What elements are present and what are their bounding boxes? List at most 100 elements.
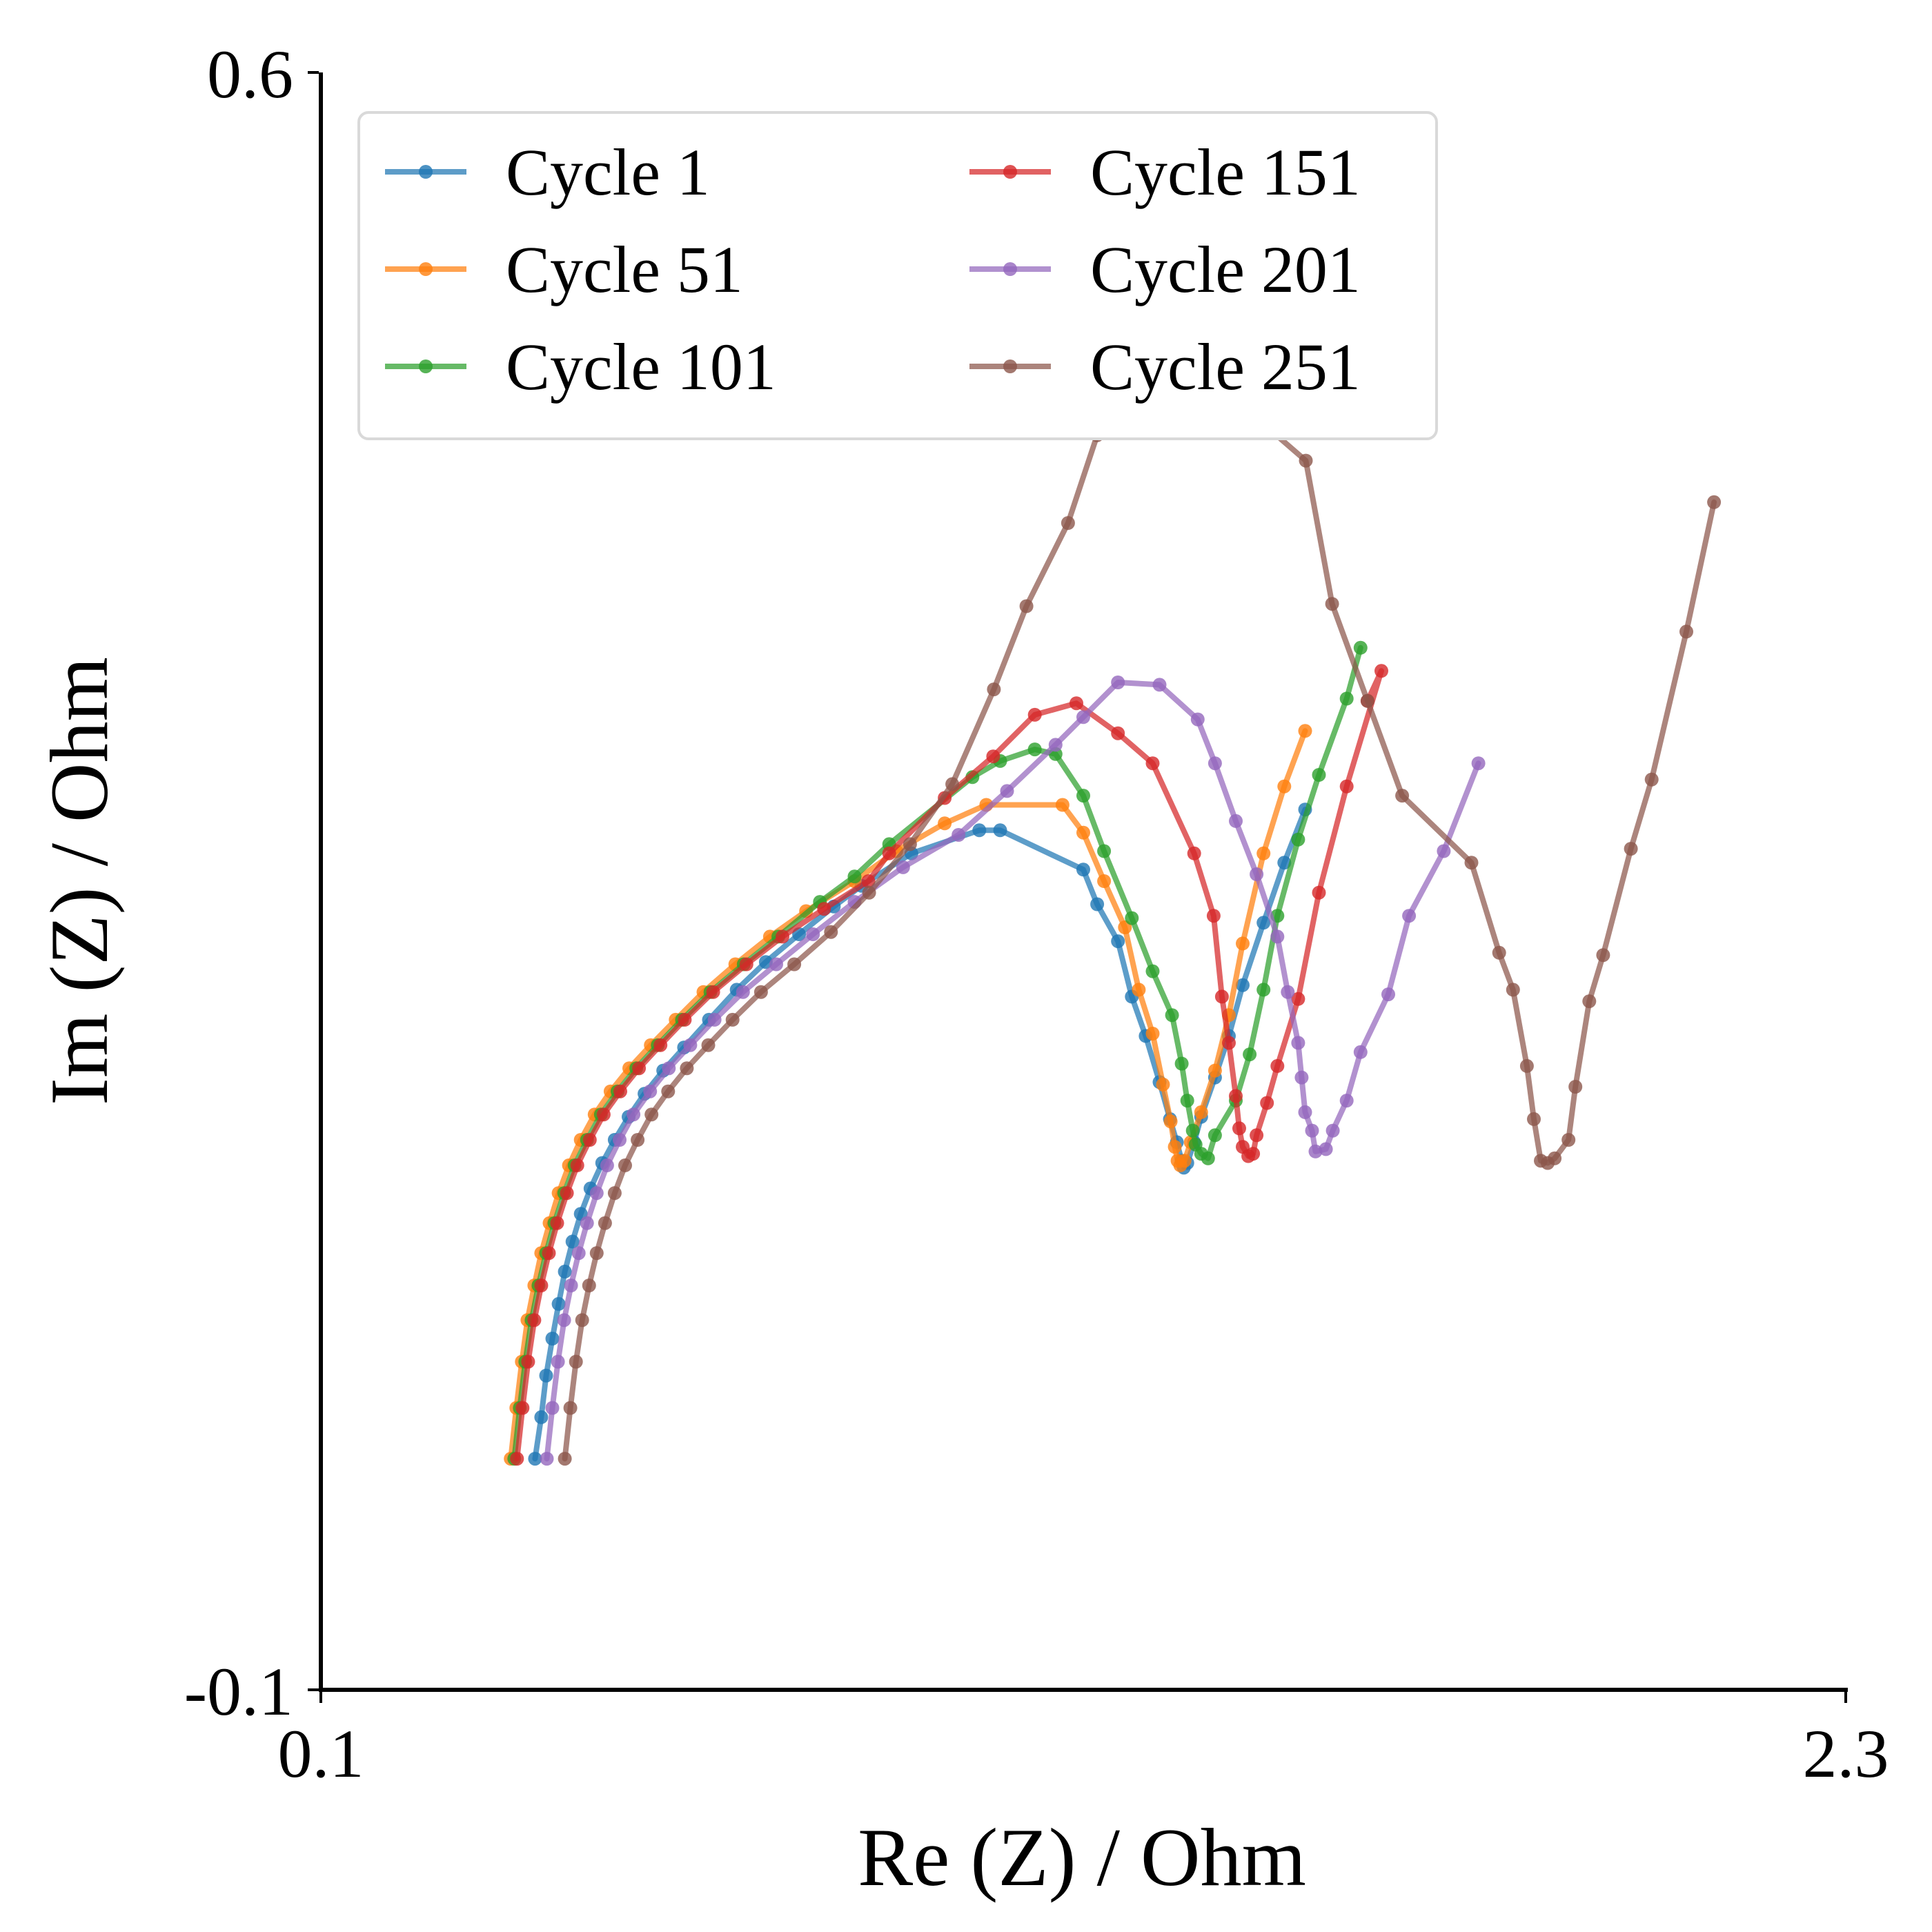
data-point (1125, 911, 1139, 925)
data-point (1582, 994, 1597, 1009)
data-point (1312, 885, 1326, 900)
data-point (1624, 842, 1638, 856)
legend-entry: Cycle 101 (385, 330, 776, 404)
series-5 (540, 676, 1486, 1466)
data-point (550, 1216, 564, 1230)
data-point (1319, 1142, 1333, 1156)
data-point (1076, 825, 1090, 840)
data-point (1027, 707, 1042, 722)
data-point (896, 860, 910, 874)
series-line (562, 395, 1717, 1462)
data-point (1299, 453, 1313, 468)
data-point (527, 1313, 542, 1328)
legend-label: Cycle 101 (506, 330, 776, 404)
data-point (631, 1133, 645, 1147)
data-point (558, 1452, 572, 1466)
series-6 (558, 391, 1722, 1466)
data-point (1527, 1112, 1541, 1126)
data-point (1187, 846, 1201, 860)
data-point (1291, 1036, 1305, 1050)
data-point (787, 957, 802, 972)
data-point (1156, 1077, 1170, 1092)
data-point (600, 1158, 614, 1172)
data-point (1222, 1036, 1236, 1050)
legend-box (357, 111, 1438, 440)
data-point (662, 1061, 676, 1076)
data-point (680, 1061, 694, 1076)
data-point (551, 1297, 566, 1311)
data-point (1236, 936, 1250, 951)
data-point (753, 985, 768, 999)
data-point (1145, 1027, 1160, 1041)
data-point (528, 1452, 542, 1466)
data-point (1111, 676, 1125, 689)
data-point (1395, 789, 1410, 803)
data-point (510, 1452, 524, 1466)
data-point (1294, 1070, 1309, 1085)
data-point (1291, 992, 1305, 1006)
data-point (618, 1158, 632, 1172)
data-point (1353, 640, 1368, 655)
data-point (1145, 964, 1160, 978)
data-point (1298, 724, 1312, 738)
data-point (1464, 856, 1479, 870)
data-point (882, 846, 896, 860)
data-point (776, 929, 789, 944)
data-point (972, 823, 987, 838)
data-point (862, 885, 876, 900)
data-point (1402, 909, 1417, 923)
data-point (545, 1401, 560, 1415)
data-point (1291, 832, 1305, 847)
data-point (539, 1368, 553, 1383)
data-point (1201, 1151, 1215, 1165)
data-point (678, 1012, 692, 1027)
data-point (1097, 874, 1112, 888)
data-point (1243, 1047, 1257, 1062)
data-point (1174, 1056, 1189, 1071)
data-point (1471, 756, 1486, 771)
data-point (557, 1313, 571, 1328)
data-point (1506, 983, 1520, 997)
data-point (643, 1084, 658, 1098)
tick-layer: 0.1 2.3 -0.1 0.6 (184, 36, 1889, 1792)
data-point (1519, 1058, 1534, 1073)
data-point (1437, 844, 1451, 858)
data-point (1250, 867, 1264, 881)
legend-swatch-marker (1003, 165, 1017, 179)
x-tick-label: 2.3 (1803, 1715, 1889, 1792)
legend-label: Cycle 1 (506, 135, 710, 209)
legend-label: Cycle 201 (1090, 233, 1361, 306)
data-point (565, 1234, 580, 1249)
data-point (1339, 691, 1354, 706)
data-point (1145, 756, 1160, 771)
x-tick-label: 0.1 (278, 1715, 364, 1792)
data-point (1250, 1128, 1264, 1143)
data-point (540, 1452, 554, 1466)
data-point (1132, 983, 1146, 997)
data-point (582, 1279, 596, 1292)
data-point (569, 1354, 583, 1369)
data-point (1229, 814, 1243, 828)
data-point (1561, 1133, 1576, 1147)
data-point (607, 1186, 622, 1201)
data-point (1229, 1089, 1243, 1103)
data-point (1111, 934, 1125, 949)
data-point (545, 1332, 560, 1346)
data-point (575, 1313, 589, 1328)
data-point (1048, 738, 1063, 752)
data-point (725, 1012, 740, 1027)
x-axis-title: Re (Z) / Ohm (858, 1811, 1306, 1903)
data-point (987, 682, 1001, 697)
data-point (1097, 844, 1112, 858)
legend-label: Cycle 51 (506, 233, 743, 306)
data-point (1298, 1105, 1312, 1119)
legend-entry: Cycle 151 (969, 135, 1361, 209)
data-point (661, 1084, 676, 1098)
data-point (1256, 983, 1271, 997)
data-point (1305, 1123, 1319, 1138)
data-point (1644, 772, 1659, 787)
data-point (1339, 779, 1354, 793)
data-point (1177, 1154, 1192, 1168)
legend-swatch-marker (419, 359, 433, 373)
